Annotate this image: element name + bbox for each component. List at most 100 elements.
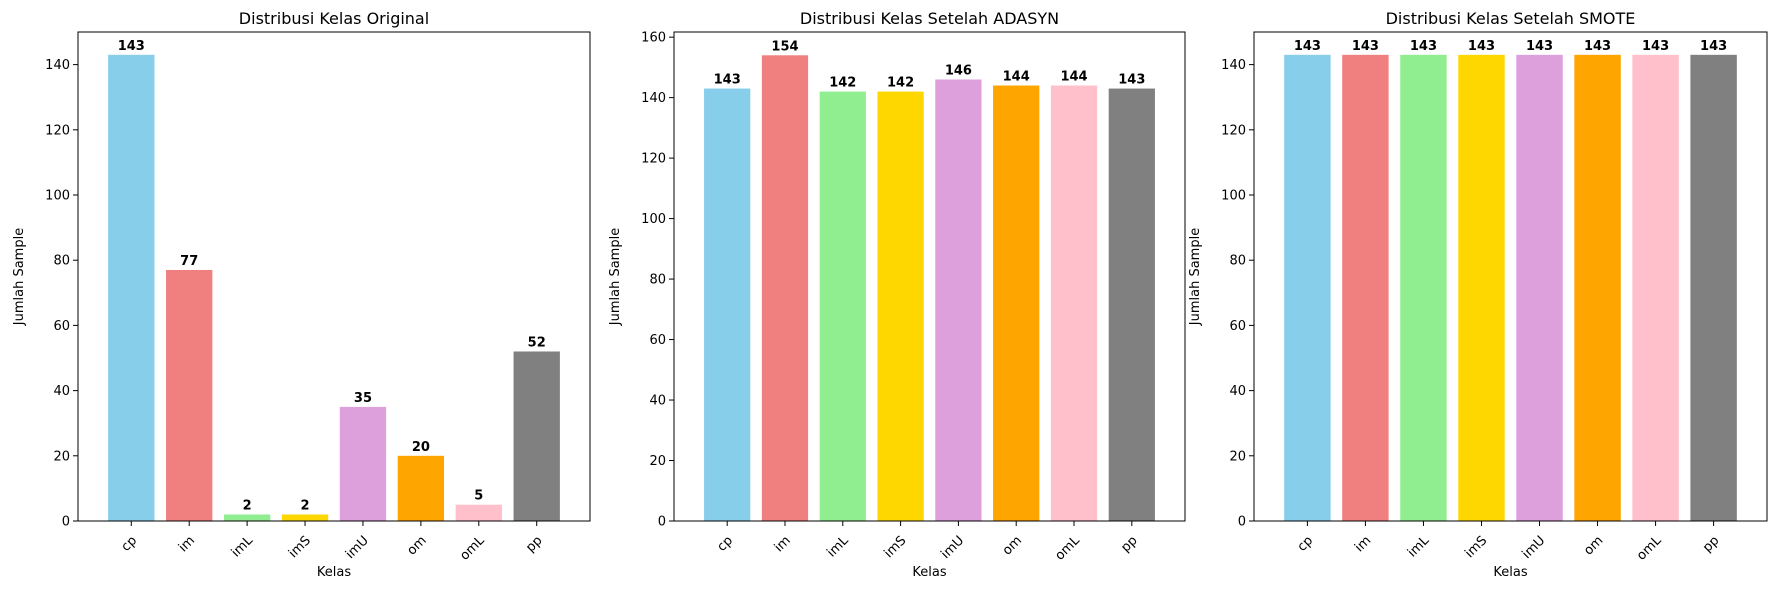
x-tick-label: imS [881,533,909,561]
y-axis-label: Jumlah Sample [608,228,623,326]
bar-imS [877,91,924,522]
bar-cp [704,88,751,521]
y-tick-label: 80 [649,273,666,288]
y-tick-label: 20 [53,449,70,464]
x-tick-label: imU [938,533,967,562]
bar-imL [819,91,866,522]
bar-omL [1050,85,1098,521]
x-tick-label: im [772,533,794,555]
bar-value-label: 143 [1642,39,1669,54]
bar-value-label: 144 [1060,70,1087,85]
x-axis-label: Kelas [1493,565,1527,580]
y-tick-label: 100 [641,212,666,227]
bar-om [993,85,1040,521]
y-tick-label: 80 [1229,254,1246,269]
bar-imU [935,79,982,521]
x-tick-label: imS [1462,533,1490,561]
plot-frame [77,31,591,522]
bar-value-label: 5 [474,489,483,504]
x-tick-label: pp [1118,533,1140,555]
y-tick-label: 40 [649,394,666,409]
bar-value-label: 143 [118,39,145,54]
bar-om [397,455,445,521]
bar-value-label: 143 [1410,39,1437,54]
x-axis-label: Kelas [317,565,351,580]
bar-omL [1632,54,1679,521]
bar-value-label: 20 [412,440,430,455]
y-tick-label: 20 [1229,449,1246,464]
y-tick-label: 20 [649,454,666,469]
bar-im [166,269,213,521]
plot-frame [1253,31,1768,522]
bar-value-label: 52 [528,335,546,350]
chart-title: Distribusi Kelas Setelah ADASYN [800,9,1059,28]
x-tick-label: pp [523,533,545,555]
y-tick-label: 0 [1238,515,1246,530]
y-tick-label: 140 [45,58,70,73]
x-tick-label: omL [457,533,488,564]
y-tick-label: 160 [641,31,666,46]
x-tick-label: om [1581,533,1606,558]
bar-pp [1108,88,1155,521]
bar-omL [455,504,502,521]
bar-imS [1458,54,1505,521]
bar-value-label: 143 [1352,39,1379,54]
y-tick-label: 120 [1221,123,1246,138]
chart-panel: Distribusi Kelas Setelah ADASYN 143 cp 154 i… [608,9,1186,580]
x-tick-label: pp [1700,533,1722,555]
y-tick-label: 60 [53,319,70,334]
bar-value-label: 143 [1118,73,1145,88]
bar-cp [1284,54,1331,521]
y-tick-label: 0 [658,515,666,530]
bar-value-label: 143 [1294,39,1321,54]
y-tick-label: 60 [649,333,666,348]
chart-panel: Distribusi Kelas Setelah SMOTE 143 cp 143 im… [1188,9,1768,580]
y-axis-label: Jumlah Sample [1188,228,1203,326]
bar-imU [1516,54,1563,521]
x-axis-label: Kelas [912,565,946,580]
chart-title: Distribusi Kelas Original [239,9,429,28]
bar-im [1342,54,1389,521]
bar-value-label: 143 [714,73,741,88]
x-tick-label: im [1352,533,1374,555]
x-tick-label: om [405,533,430,558]
x-tick-label: imL [1405,533,1433,561]
y-tick-label: 120 [641,152,666,167]
bar-value-label: 2 [243,498,252,513]
bar-value-label: 144 [1003,70,1030,85]
x-tick-label: cp [119,533,141,555]
x-tick-label: cp [1295,533,1317,555]
y-tick-label: 100 [45,189,70,204]
bar-value-label: 154 [771,39,798,54]
bar-value-label: 143 [1526,39,1553,54]
y-tick-label: 40 [1229,384,1246,399]
x-tick-label: cp [715,533,737,555]
bar-cp [108,54,155,521]
bar-im [761,55,809,522]
chart-title: Distribusi Kelas Setelah SMOTE [1386,9,1636,28]
bar-value-label: 146 [945,63,972,78]
bar-value-label: 143 [1468,39,1495,54]
bar-value-label: 2 [301,498,310,513]
y-tick-label: 120 [45,123,70,138]
y-tick-label: 140 [1221,58,1246,73]
x-tick-label: im [176,533,198,555]
x-tick-label: imU [343,533,372,562]
chart-panel: Distribusi Kelas Original 143 cp 77 im 2 imL 2 i… [12,9,591,580]
x-tick-label: imS [286,533,314,561]
y-tick-label: 100 [1221,189,1246,204]
bar-pp [1690,54,1737,521]
x-tick-label: omL [1053,533,1084,564]
bar-imU [339,406,387,521]
x-tick-label: omL [1634,533,1665,564]
x-tick-label: imL [824,533,852,561]
plot-frame [673,31,1186,522]
y-axis-label: Jumlah Sample [12,228,27,326]
bar-imL [1400,54,1447,521]
bar-value-label: 142 [887,76,914,91]
bar-value-label: 143 [1700,39,1727,54]
bar-value-label: 77 [180,254,198,269]
bar-om [1574,54,1621,521]
x-tick-label: om [1000,533,1025,558]
